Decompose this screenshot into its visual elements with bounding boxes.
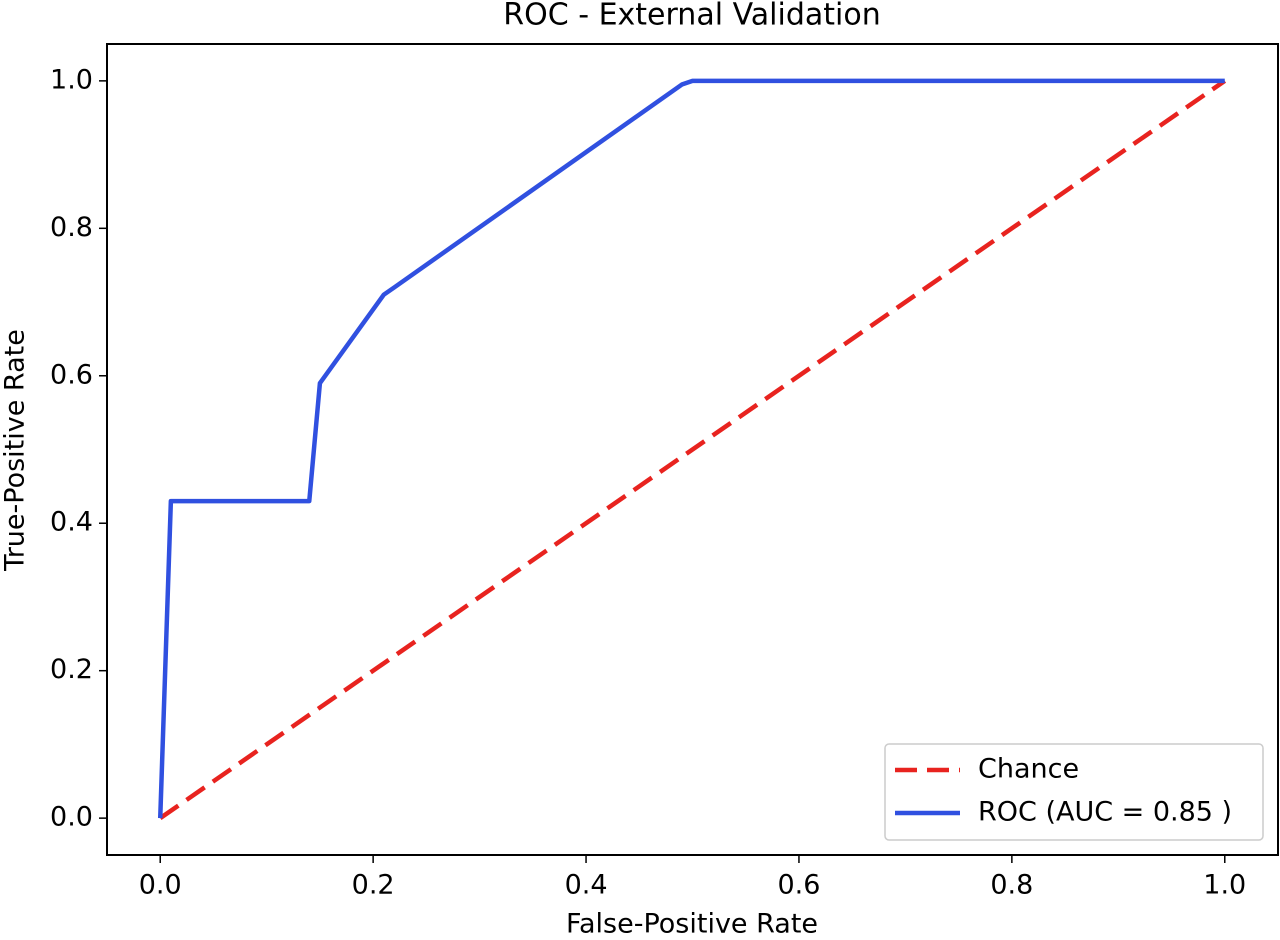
x-tick-label: 0.8 [990, 870, 1033, 901]
y-tick-label: 0.8 [50, 212, 93, 243]
x-tick-label: 0.4 [565, 870, 608, 901]
y-tick-label: 0.6 [50, 359, 93, 390]
x-tick-label: 1.0 [1203, 870, 1246, 901]
y-tick-label: 0.4 [50, 507, 93, 538]
chart-title: ROC - External Validation [503, 0, 880, 33]
series-line [158, 79, 1227, 820]
y-tick-label: 0.2 [50, 654, 93, 685]
y-tick-label: 0.0 [50, 802, 93, 833]
plot-frame [106, 43, 1279, 856]
x-tick-label: 0.0 [139, 870, 182, 901]
legend-box [884, 743, 1264, 841]
x-axis-label: False-Positive Rate [566, 909, 818, 940]
legend-label: Chance [978, 754, 1079, 785]
series-line [157, 78, 1225, 819]
y-tick-label: 1.0 [50, 64, 93, 95]
x-tick-label: 0.2 [352, 870, 395, 901]
legend-label: ROC (AUC = 0.85 ) [978, 797, 1232, 828]
y-axis-label: True-Positive Rate [0, 329, 31, 572]
x-tick-label: 0.6 [777, 870, 820, 901]
